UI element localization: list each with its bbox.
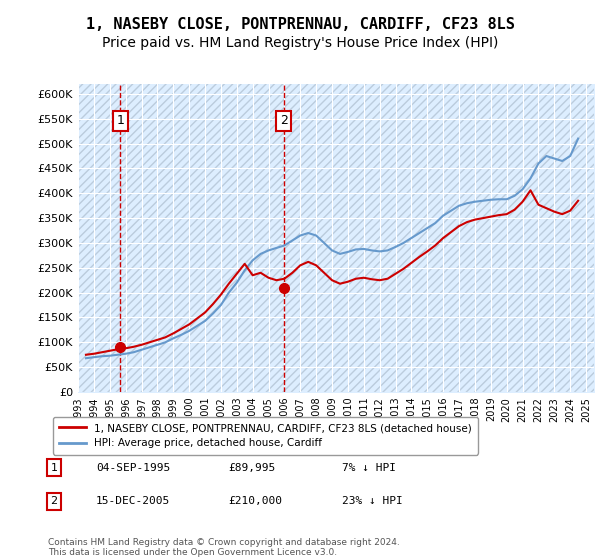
- Text: £210,000: £210,000: [228, 496, 282, 506]
- Text: £89,995: £89,995: [228, 463, 275, 473]
- Legend: 1, NASEBY CLOSE, PONTPRENNAU, CARDIFF, CF23 8LS (detached house), HPI: Average p: 1, NASEBY CLOSE, PONTPRENNAU, CARDIFF, C…: [53, 417, 478, 455]
- Text: Contains HM Land Registry data © Crown copyright and database right 2024.
This d: Contains HM Land Registry data © Crown c…: [48, 538, 400, 557]
- Text: 15-DEC-2005: 15-DEC-2005: [96, 496, 170, 506]
- Text: 2: 2: [280, 114, 287, 128]
- Text: 1: 1: [50, 463, 58, 473]
- Text: 1, NASEBY CLOSE, PONTPRENNAU, CARDIFF, CF23 8LS: 1, NASEBY CLOSE, PONTPRENNAU, CARDIFF, C…: [86, 17, 514, 32]
- Text: 23% ↓ HPI: 23% ↓ HPI: [342, 496, 403, 506]
- Text: Price paid vs. HM Land Registry's House Price Index (HPI): Price paid vs. HM Land Registry's House …: [102, 36, 498, 50]
- Text: 7% ↓ HPI: 7% ↓ HPI: [342, 463, 396, 473]
- Text: 2: 2: [50, 496, 58, 506]
- Text: 1: 1: [116, 114, 124, 128]
- Text: 04-SEP-1995: 04-SEP-1995: [96, 463, 170, 473]
